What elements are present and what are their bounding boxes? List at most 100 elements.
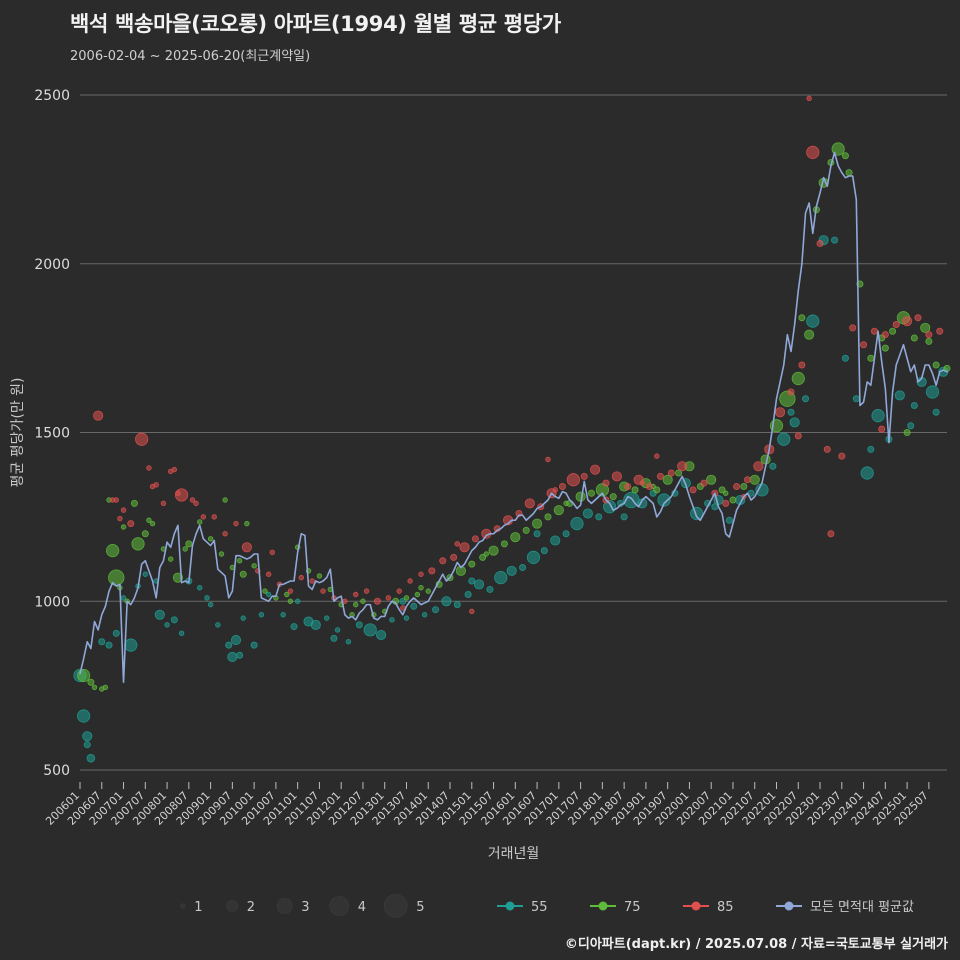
data-point: [558, 482, 566, 490]
data-point: [284, 591, 290, 598]
data-point: [98, 638, 106, 646]
data-point: [468, 577, 476, 585]
y-axis-title: 평균 평당가(만 원): [10, 378, 26, 488]
data-point: [700, 479, 708, 487]
data-point: [218, 551, 225, 557]
legend-series-label[interactable]: 55: [531, 900, 548, 915]
data-point: [236, 558, 243, 564]
data-point: [566, 473, 580, 487]
scatter-series-75: [77, 142, 951, 692]
legend-dot-marker[interactable]: [784, 901, 794, 911]
data-point: [473, 579, 485, 590]
data-point: [135, 432, 149, 446]
data-point: [175, 490, 181, 496]
data-point: [488, 545, 499, 556]
data-point: [841, 354, 849, 362]
data-point: [450, 553, 458, 561]
data-point: [722, 499, 730, 507]
data-point: [624, 482, 632, 490]
data-point: [675, 469, 683, 477]
data-point: [725, 516, 733, 524]
data-point: [903, 428, 911, 436]
data-point: [360, 598, 366, 604]
legend-dot-marker[interactable]: [691, 901, 701, 911]
data-point: [441, 596, 452, 607]
data-point: [363, 588, 370, 594]
data-point: [753, 461, 764, 472]
data-point: [925, 331, 933, 339]
data-point: [881, 331, 889, 339]
data-point: [131, 537, 145, 551]
data-point: [459, 542, 470, 553]
data-point: [160, 500, 167, 507]
data-point: [87, 678, 95, 686]
data-point: [791, 371, 805, 386]
data-point: [154, 609, 165, 620]
data-point: [399, 597, 407, 605]
data-point: [932, 361, 940, 369]
data-point: [310, 619, 321, 630]
data-point: [410, 602, 418, 610]
data-point: [77, 709, 91, 723]
data-point: [925, 385, 940, 399]
data-point: [262, 588, 268, 594]
data-point: [798, 361, 806, 369]
data-point: [196, 519, 203, 525]
data-point: [849, 324, 857, 332]
data-point: [749, 474, 760, 485]
data-point: [376, 629, 387, 641]
data-point: [469, 608, 475, 615]
data-point: [827, 530, 835, 538]
y-tick-label: 500: [43, 763, 70, 779]
legend-size-bubble: [226, 900, 239, 912]
data-point: [439, 557, 447, 565]
data-point: [653, 486, 661, 494]
data-point: [178, 630, 185, 637]
data-point: [396, 588, 402, 594]
data-point: [207, 536, 214, 542]
legend-series-label[interactable]: 75: [624, 900, 641, 915]
y-tick-label: 1000: [34, 594, 70, 610]
data-point: [330, 634, 338, 642]
data-point: [510, 532, 521, 543]
chart-header: 백석 백송마을(코오롱) 아파트(1994) 월별 평균 평당가 2006-02…: [70, 8, 561, 64]
data-point: [323, 615, 330, 621]
data-point: [841, 152, 849, 160]
data-point: [345, 639, 352, 645]
data-point: [385, 595, 392, 601]
data-point: [733, 482, 741, 490]
data-point: [587, 489, 595, 497]
data-point: [471, 535, 479, 543]
data-point: [519, 564, 527, 572]
legend-dot-marker[interactable]: [598, 901, 608, 911]
data-point: [189, 497, 196, 503]
legend-series-label[interactable]: 85: [717, 900, 734, 915]
data-point: [77, 668, 91, 683]
chart-subtitle: 2006-02-04 ~ 2025-06-20(최근계약일): [70, 49, 311, 64]
data-point: [609, 493, 617, 501]
data-point: [182, 546, 188, 552]
legend-size-bubble: [329, 896, 350, 916]
data-point: [787, 408, 795, 416]
data-point: [483, 551, 490, 557]
data-point: [845, 169, 853, 177]
data-point: [910, 401, 918, 409]
legend-dot-marker[interactable]: [505, 901, 515, 911]
data-point: [907, 422, 915, 430]
data-point: [506, 565, 517, 576]
data-point: [667, 469, 675, 477]
data-point: [102, 684, 109, 691]
data-point: [740, 482, 748, 490]
legend-series-label[interactable]: 모든 면적대 평균값: [810, 900, 914, 915]
average-line-series: [79, 151, 948, 684]
data-point: [545, 456, 551, 463]
data-point: [526, 550, 541, 564]
data-point: [787, 388, 795, 396]
data-point: [550, 535, 561, 546]
page-title: 백석 백송마을(코오롱) 아파트(1994) 월별 평균 평당가: [70, 12, 561, 36]
data-point: [729, 496, 737, 504]
data-point: [894, 390, 905, 401]
data-point: [141, 530, 149, 538]
data-point: [83, 741, 91, 749]
